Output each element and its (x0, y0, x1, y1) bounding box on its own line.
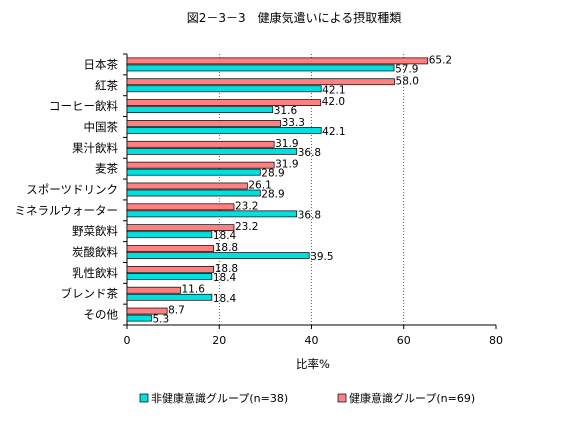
category-label: 麦茶 (95, 162, 118, 176)
data-label-non-health-conscious: 31.6 (274, 105, 298, 117)
bar-health-conscious (126, 203, 235, 211)
bar-health-conscious (126, 140, 275, 148)
plot-area: 0 20 40 60 80 日本茶 65.2 57.9 紅茶 58.0 42.1 コーヒー飲料 42.0… (15, 53, 503, 347)
data-label-health-conscious: 11.6 (182, 284, 206, 296)
legend-swatch (139, 393, 149, 403)
x-tick-label: 0 (124, 334, 131, 347)
bar-non-health-conscious (126, 252, 310, 259)
data-label-health-conscious: 8.7 (168, 305, 185, 317)
chart-title: 図2－3－3 健康気遣いによる摂取種類 (187, 10, 402, 25)
data-label-non-health-conscious: 36.8 (298, 209, 321, 221)
data-label-non-health-conscious: 18.4 (213, 293, 237, 305)
data-label-health-conscious: 23.2 (235, 221, 258, 233)
data-label-non-health-conscious: 36.8 (298, 147, 321, 159)
legend-label: 非健康意識グループ(n=38) (151, 391, 288, 405)
bar-health-conscious (126, 78, 395, 86)
bar-non-health-conscious (126, 273, 213, 280)
bar-health-conscious (126, 57, 429, 65)
category-label: ミネラルウォーター (15, 203, 119, 217)
bar-health-conscious (126, 182, 248, 190)
bar-health-conscious (126, 161, 275, 169)
legend-label: 健康意識グループ(n=69) (349, 391, 475, 405)
bar-health-conscious (126, 120, 281, 127)
category-label: 野菜飲料 (72, 224, 118, 238)
data-label-health-conscious: 23.2 (235, 200, 258, 212)
bar-non-health-conscious (126, 64, 395, 72)
bar-non-health-conscious (126, 293, 213, 301)
data-label-non-health-conscious: 28.9 (261, 189, 284, 201)
data-label-non-health-conscious: 18.4 (213, 230, 237, 242)
bar-health-conscious (126, 224, 235, 232)
data-label-non-health-conscious: 57.9 (395, 63, 418, 75)
data-label-health-conscious: 33.3 (282, 117, 305, 129)
x-tick-label: 40 (305, 334, 319, 347)
bar-health-conscious (126, 265, 215, 273)
category-label: 乳性飲料 (72, 266, 118, 280)
category-label: ブレンド茶 (61, 287, 119, 301)
category-label: その他 (84, 308, 119, 322)
x-tick-label: 80 (489, 334, 503, 347)
bar-non-health-conscious (126, 127, 322, 134)
data-label-health-conscious: 31.9 (275, 138, 298, 150)
data-label-non-health-conscious: 42.1 (322, 126, 345, 138)
data-label-non-health-conscious: 42.1 (322, 84, 345, 96)
x-tick-label: 20 (212, 334, 226, 347)
bar-non-health-conscious (126, 189, 261, 197)
bar-non-health-conscious (126, 168, 261, 176)
bar-health-conscious (126, 245, 215, 252)
bar-non-health-conscious (126, 85, 322, 93)
bar-non-health-conscious (126, 210, 298, 218)
category-label: 炭酸飲料 (72, 245, 118, 259)
category-label: コーヒー飲料 (49, 99, 118, 113)
data-label-non-health-conscious: 5.3 (152, 314, 169, 326)
legend-swatch (337, 393, 347, 403)
data-label-non-health-conscious: 18.4 (213, 272, 237, 284)
x-tick-label: 60 (397, 334, 411, 347)
data-label-non-health-conscious: 28.9 (261, 168, 284, 180)
data-label-health-conscious: 65.2 (429, 54, 452, 66)
bar-health-conscious (126, 307, 168, 315)
bar-non-health-conscious (126, 231, 213, 239)
data-label-non-health-conscious: 39.5 (310, 251, 333, 263)
category-label: 中国茶 (84, 120, 119, 134)
bar-non-health-conscious (126, 147, 298, 155)
bar-non-health-conscious (126, 314, 152, 322)
data-label-health-conscious: 42.0 (322, 96, 345, 108)
data-label-health-conscious: 18.8 (215, 242, 238, 254)
category-label: 果汁飲料 (72, 141, 118, 155)
data-label-health-conscious: 58.0 (396, 75, 419, 87)
x-axis-label: 比率% (296, 357, 330, 371)
legend: 非健康意識グループ(n=38) 健康意識グループ(n=69) (139, 391, 475, 405)
category-label: 紅茶 (95, 78, 118, 92)
data-label-health-conscious: 31.9 (275, 159, 298, 171)
data-label-health-conscious: 18.8 (215, 263, 238, 275)
bar-non-health-conscious (126, 106, 274, 114)
data-label-health-conscious: 26.1 (248, 180, 271, 192)
category-label: スポーツドリンク (26, 183, 118, 197)
bar-health-conscious (126, 286, 181, 294)
bar-health-conscious (126, 99, 322, 106)
category-label: 日本茶 (84, 57, 119, 71)
